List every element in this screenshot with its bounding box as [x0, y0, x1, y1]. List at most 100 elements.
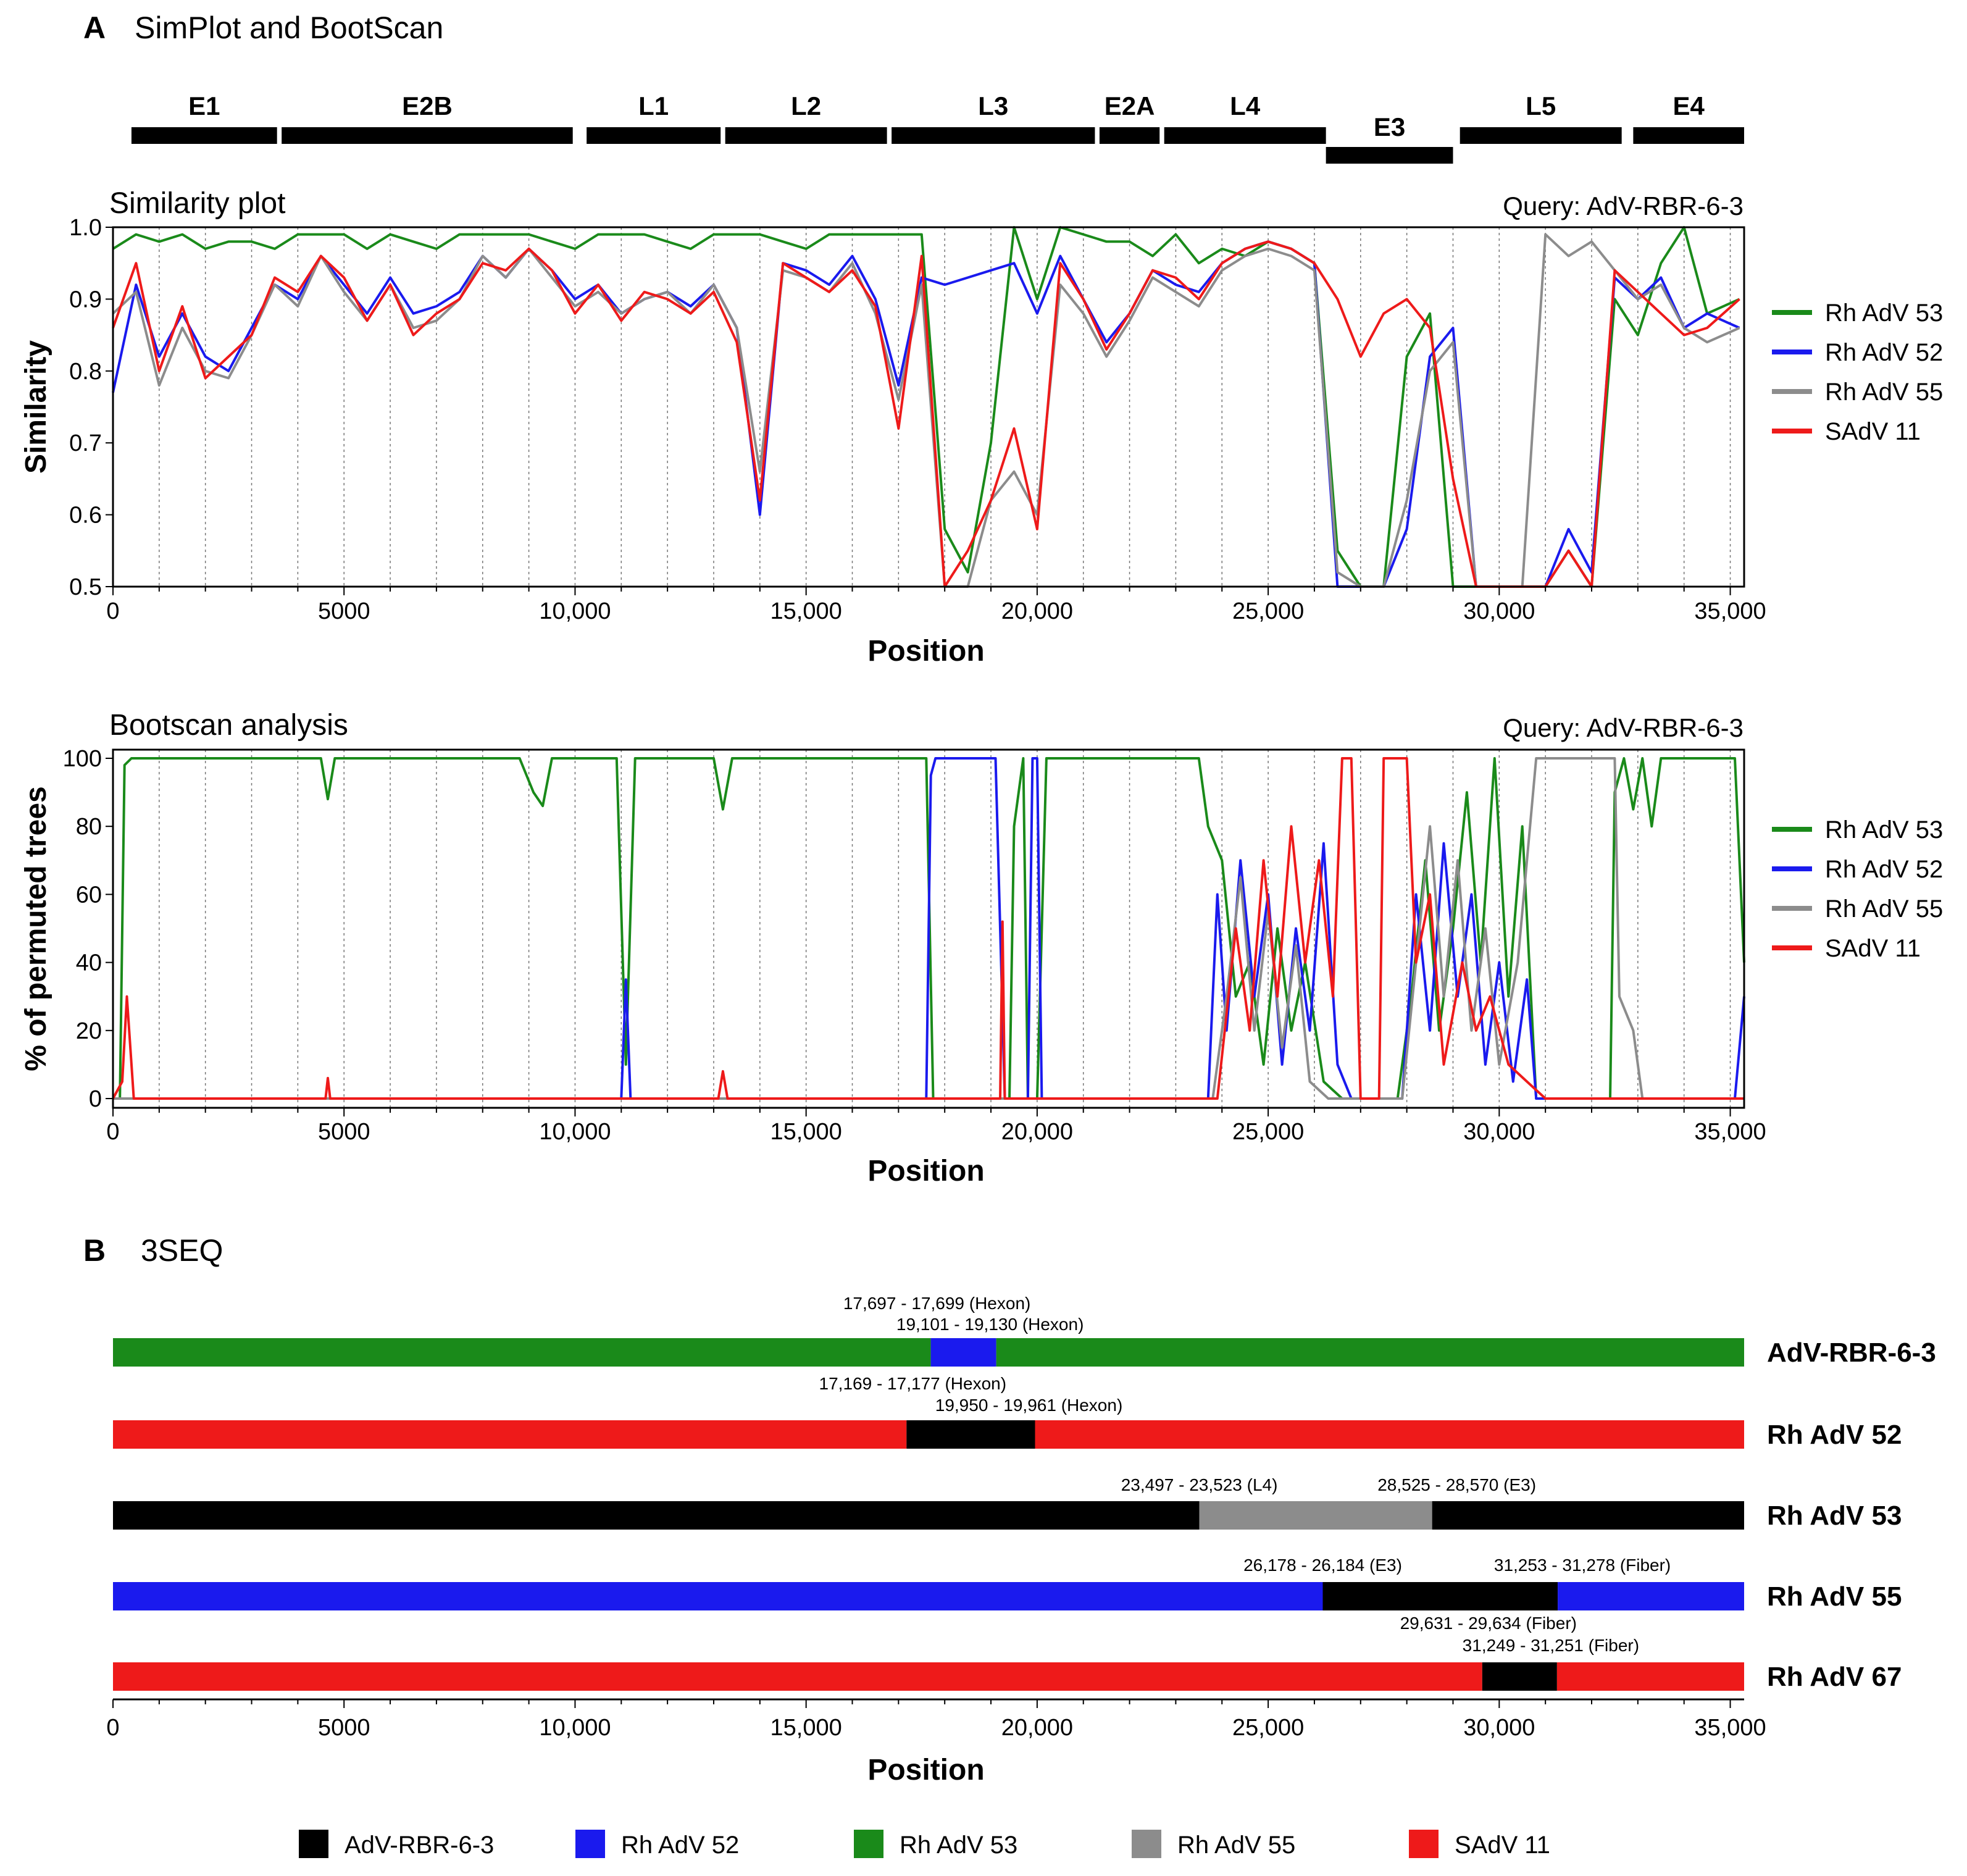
x-tick-label: 30,000	[1463, 1715, 1535, 1741]
legend-label: Rh AdV 55	[1825, 379, 1943, 406]
gene-bar-l4	[1164, 127, 1326, 144]
bottom-legend-label: Rh AdV 52	[621, 1832, 739, 1859]
similarity-series	[112, 226, 1740, 588]
bootscan-y-axis-title: % of permuted trees	[20, 786, 52, 1071]
y-tick-label: 0	[89, 1086, 102, 1112]
breakpoint-label: 17,697 - 17,699 (Hexon)	[843, 1294, 1031, 1313]
breakpoint-label: 26,178 - 26,184 (E3)	[1243, 1556, 1402, 1575]
legend-label: SAdV 11	[1825, 418, 1921, 445]
y-tick-label: 0.6	[69, 503, 102, 529]
y-tick-label: 0.5	[69, 574, 102, 600]
y-tick-label: 0.8	[69, 359, 102, 385]
legend-label: Rh AdV 55	[1825, 895, 1943, 923]
panel-b-letter: B	[83, 1233, 106, 1268]
similarity-frame	[112, 226, 1745, 588]
x-tick-label: 0	[106, 1119, 119, 1145]
bootscan-frame	[112, 748, 1745, 1109]
similarity-legend: Rh AdV 53 Rh AdV 52 Rh AdV 55 SAdV 11	[1772, 299, 1943, 445]
bootscan-query-label: Query: AdV-RBR-6-3	[1503, 713, 1744, 742]
bottom-legend: AdV-RBR-6-3 Rh AdV 52 Rh AdV 53 Rh AdV 55 SA…	[299, 1830, 1550, 1859]
x-tick-label: 30,000	[1463, 598, 1535, 624]
gene-bar-l1	[587, 127, 721, 144]
gene-label-e4: E4	[1673, 91, 1705, 120]
x-tick-label: 20,000	[1001, 1715, 1073, 1741]
x-tick-label: 10,000	[539, 1119, 611, 1145]
similarity-series-line-0	[112, 226, 1740, 588]
track-label: Rh AdV 67	[1767, 1662, 1902, 1692]
x-tick-label: 30,000	[1463, 1119, 1535, 1145]
gene-bar-l3	[892, 127, 1095, 144]
gene-bar-l5	[1460, 127, 1622, 144]
gene-label-l5: L5	[1526, 91, 1556, 120]
bootscan-plot: Bootscan analysis Query: AdV-RBR-6-3 0 50…	[20, 709, 1943, 1187]
breakpoint-label: 23,497 - 23,523 (L4)	[1121, 1475, 1278, 1494]
bootscan-series-line-2	[113, 757, 1744, 1100]
y-tick-label: 40	[76, 950, 102, 976]
gene-label-e2b: E2B	[402, 91, 453, 120]
legend-label: SAdV 11	[1825, 935, 1921, 962]
bootscan-series	[112, 757, 1745, 1100]
similarity-series-line-3	[112, 240, 1740, 588]
bootscan-x-axis-title: Position	[867, 1155, 984, 1187]
legend-label: Rh AdV 53	[1825, 816, 1943, 844]
y-tick-label: 100	[63, 746, 102, 772]
gene-label-l4: L4	[1230, 91, 1261, 120]
track-segment	[1035, 1420, 1744, 1449]
x-tick-label: 25,000	[1232, 1715, 1304, 1741]
gene-bar-l2	[725, 127, 887, 144]
threeseq-x-axis-title: Position	[867, 1754, 984, 1786]
gene-bar-e1	[131, 127, 277, 144]
bottom-legend-label: Rh AdV 55	[1177, 1832, 1295, 1859]
x-tick-label: 10,000	[539, 598, 611, 624]
y-tick-label: 20	[76, 1018, 102, 1044]
bottom-legend-swatch	[575, 1830, 605, 1858]
breakpoint-label: 31,249 - 31,251 (Fiber)	[1463, 1636, 1639, 1655]
track-segment	[113, 1501, 1200, 1530]
breakpoint-label: 31,253 - 31,278 (Fiber)	[1494, 1556, 1671, 1575]
x-tick-label: 15,000	[771, 1119, 842, 1145]
gene-label-e2a: E2A	[1105, 91, 1155, 120]
y-tick-label: 80	[76, 814, 102, 840]
x-tick-label: 35,000	[1694, 598, 1766, 624]
track-segment	[906, 1420, 1035, 1449]
gene-bar-e2a	[1099, 127, 1160, 144]
x-tick-label: 5000	[318, 598, 370, 624]
track-segment	[113, 1338, 931, 1367]
x-tick-label: 5000	[318, 1715, 370, 1741]
gene-label-l3: L3	[978, 91, 1008, 120]
similarity-gridlines	[159, 227, 1731, 587]
track-label: Rh AdV 52	[1767, 1420, 1902, 1450]
gene-label-e3: E3	[1374, 112, 1405, 141]
bottom-legend-swatch	[854, 1830, 883, 1858]
x-tick-label: 15,000	[771, 598, 842, 624]
x-tick-label: 35,000	[1694, 1119, 1766, 1145]
similarity-query-label: Query: AdV-RBR-6-3	[1503, 191, 1744, 220]
similarity-axes: 0 5000 10,000 15,000 20,000 25,000 30,000 35,00…	[69, 215, 1766, 624]
x-tick-label: 15,000	[771, 1715, 842, 1741]
bootscan-plot-title: Bootscan analysis	[109, 709, 348, 742]
track-segment	[1199, 1501, 1432, 1530]
bootscan-gridlines	[159, 750, 1731, 1108]
similarity-plot: Similarity plot Query: AdV-RBR-6-3 0 5000…	[20, 187, 1943, 668]
track-segment	[113, 1420, 907, 1449]
gene-label-l1: L1	[638, 91, 669, 120]
legend-label: Rh AdV 52	[1825, 856, 1943, 883]
bootscan-series-line-3	[112, 757, 1744, 1100]
track-segment	[113, 1582, 1323, 1610]
threeseq-plot: AdV-RBR-6-3 17,697 - 17,699 (Hexon) 19,101…	[106, 1294, 1936, 1786]
y-tick-label: 0.9	[69, 287, 102, 312]
track-segment	[1432, 1501, 1744, 1530]
x-tick-label: 35,000	[1694, 1715, 1766, 1741]
bootscan-axes: 0 5000 10,000 15,000 20,000 25,000 30,000 35,00…	[63, 746, 1766, 1145]
y-tick-label: 60	[76, 882, 102, 908]
track-segment	[1482, 1662, 1557, 1691]
x-tick-label: 5000	[318, 1119, 370, 1145]
x-tick-label: 10,000	[539, 1715, 611, 1741]
x-tick-label: 25,000	[1232, 1119, 1304, 1145]
similarity-plot-title: Similarity plot	[109, 187, 285, 220]
track-segment	[996, 1338, 1744, 1367]
similarity-x-axis-title: Position	[867, 635, 984, 668]
gene-bar-e2b	[282, 127, 573, 144]
gene-label-l2: L2	[791, 91, 821, 120]
